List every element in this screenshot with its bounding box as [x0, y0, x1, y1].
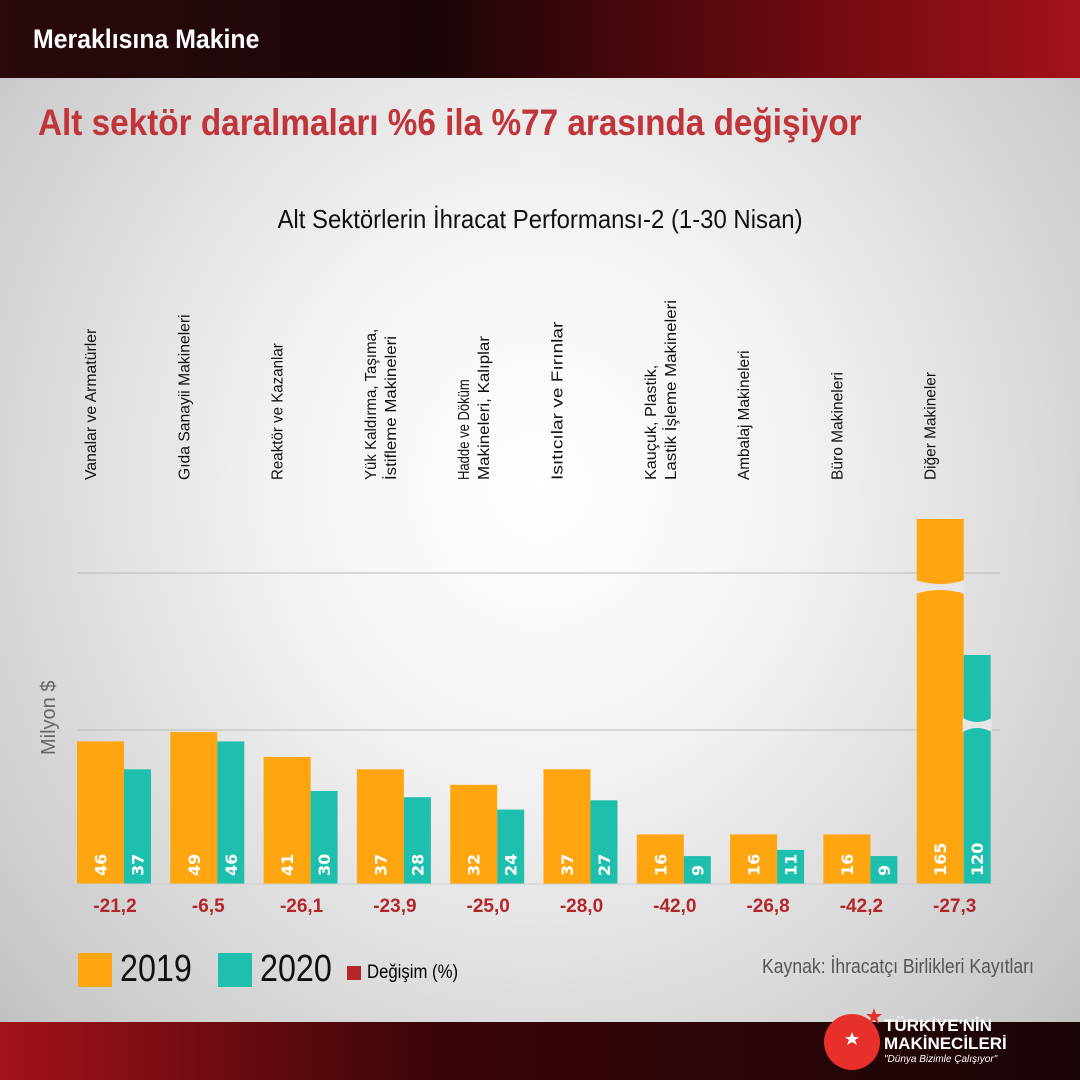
data-label: 9 — [875, 865, 894, 876]
legend-change: Değişim (%) — [347, 962, 470, 984]
category-label: Diğer Makineler — [923, 371, 940, 480]
bar-2020 — [870, 856, 898, 884]
legend-2019: 2019 — [78, 948, 205, 991]
category-label: Vanalar ve Armatürler — [83, 328, 100, 480]
headline: Alt sektör daralmaları %6 ila %77 arasın… — [38, 102, 862, 143]
data-label: 49 — [185, 854, 204, 876]
bar-2020 — [497, 809, 525, 884]
source-note: Kaynak: İhracatçı Birlikleri Kayıtları — [762, 956, 1034, 978]
category-label: Yük Kaldırma, Taşıma, — [363, 329, 380, 480]
bar-2020 — [590, 800, 618, 884]
category-label: Kauçuk, Plastik, — [643, 365, 660, 480]
bar-2019 — [77, 741, 124, 884]
data-label: 16 — [838, 854, 857, 876]
data-label: 37 — [129, 854, 148, 876]
chart-title: Alt Sektörlerin İhracat Performansı-2 (1… — [277, 204, 803, 234]
change-label: -42,2 — [840, 896, 883, 917]
bar-2020 — [683, 856, 711, 884]
bar-2020 — [963, 655, 991, 884]
legend-swatch — [78, 952, 112, 987]
logo-slogan: "Dünya Bizimle Çalışıyor" — [884, 1054, 998, 1065]
category-label: Makineleri, Kalıplar — [476, 335, 493, 480]
change-label: -21,2 — [93, 896, 136, 917]
bar-chart: Milyon $ Vanalar ve Armatürler 46 37 -21,2 Gı… — [38, 300, 1000, 917]
bar-2019 — [636, 834, 684, 884]
category-label: Lastik İşleme Makineleri — [661, 300, 680, 480]
category-label: Ambalaj Makineleri — [736, 350, 753, 480]
y-axis-label: Milyon $ — [38, 681, 60, 755]
change-label: -28,0 — [560, 896, 603, 917]
bar-2020 — [124, 769, 151, 884]
change-label: -42,0 — [653, 896, 696, 917]
data-label: 16 — [745, 854, 764, 876]
category-label: İstifleme Makineleri — [381, 336, 400, 480]
bar-2019 — [543, 769, 591, 884]
category-label: Hadde ve Döküm — [456, 379, 473, 480]
data-label: 9 — [688, 865, 707, 876]
brand-label: Meraklısına Makine — [33, 24, 260, 54]
legend-2020: 2020 — [218, 948, 345, 991]
bar-2020 — [403, 797, 431, 884]
axis-break — [915, 580, 965, 594]
data-label: 37 — [371, 854, 390, 876]
bar-2019 — [170, 732, 218, 884]
category-label: Gıda Sanayii Makineleri — [176, 314, 193, 480]
data-label: 16 — [651, 854, 670, 876]
top-banner: Meraklısına Makine — [0, 0, 1080, 78]
bar-2020 — [777, 849, 805, 884]
bar-2019 — [823, 834, 871, 884]
data-label: 28 — [408, 854, 427, 876]
bar-2020 — [217, 741, 245, 884]
change-label: -26,1 — [280, 896, 324, 917]
bar-2019 — [730, 834, 778, 884]
data-label: 27 — [595, 854, 614, 876]
category-label: Isıtıcılar ve Fırınlar — [550, 321, 567, 480]
change-label: -6,5 — [192, 896, 225, 917]
bar-2020 — [310, 791, 338, 884]
bar-2019 — [263, 756, 311, 884]
bar-2019 — [916, 519, 964, 884]
bar-2019 — [356, 769, 404, 884]
data-label: 46 — [92, 854, 111, 876]
data-label: 37 — [558, 854, 577, 876]
bar-2019 — [450, 784, 498, 884]
category-label: Büro Makineleri — [829, 372, 846, 480]
bottom-banner — [0, 1022, 1080, 1080]
data-label: 24 — [502, 854, 521, 876]
data-label: 32 — [465, 854, 484, 876]
legend-swatch — [218, 952, 252, 987]
data-label: 165 — [931, 843, 950, 876]
data-label: 41 — [278, 854, 297, 876]
change-label: -25,0 — [467, 896, 510, 917]
data-label: 11 — [782, 854, 801, 876]
data-label: 120 — [968, 843, 987, 876]
change-label: -27,3 — [933, 896, 976, 917]
axis-break — [962, 718, 992, 732]
data-label: 46 — [222, 854, 241, 876]
category-label: Reaktör ve Kazanlar — [270, 343, 287, 480]
legend-swatch — [347, 966, 361, 980]
logo-text: TÜRKİYE'NİN MAKİNECİLERİ — [884, 1016, 1007, 1053]
change-label: -23,9 — [373, 896, 416, 917]
logo-icon — [824, 1008, 882, 1070]
data-label: 30 — [315, 854, 334, 876]
change-label: -26,8 — [746, 896, 789, 917]
